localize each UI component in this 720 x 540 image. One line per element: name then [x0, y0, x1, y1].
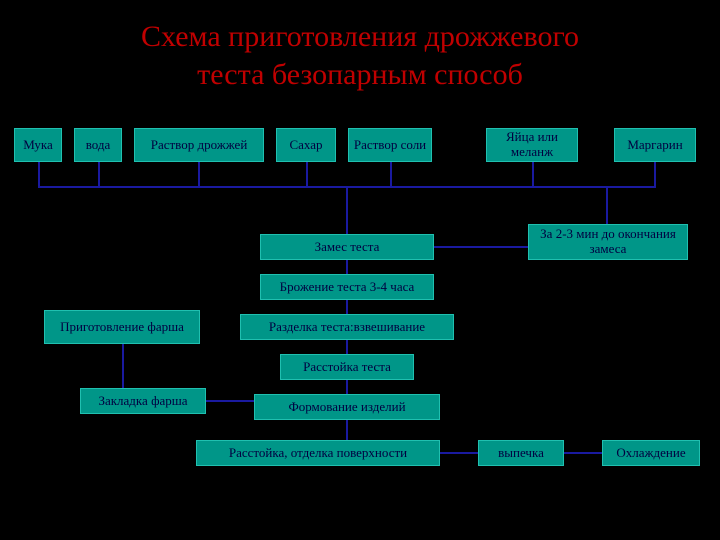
connector — [440, 452, 478, 454]
node-yeast: Раствор дрожжей — [134, 128, 264, 162]
node-sugar: Сахар — [276, 128, 336, 162]
connector — [390, 162, 392, 186]
connector — [346, 340, 348, 354]
connector — [346, 188, 348, 234]
node-bake: выпечка — [478, 440, 564, 466]
connector — [98, 162, 100, 186]
connector — [346, 420, 348, 440]
connector — [122, 344, 124, 388]
connector — [654, 162, 656, 186]
node-ferment: Брожение теста 3-4 часа — [260, 274, 434, 300]
node-flour: Мука — [14, 128, 62, 162]
node-margarine: Маргарин — [614, 128, 696, 162]
node-cool: Охлаждение — [602, 440, 700, 466]
connector — [564, 452, 602, 454]
node-form: Формование изделий — [254, 394, 440, 420]
node-eggs: Яйца или меланж — [486, 128, 578, 162]
connector — [346, 380, 348, 394]
node-cut: Разделка теста:взвешивание — [240, 314, 454, 340]
title-line-1: Схема приготовления дрожжевого — [141, 20, 579, 53]
connector — [532, 162, 534, 186]
title-line-2: теста безопарным способ — [197, 58, 523, 91]
node-lay: Закладка фарша — [80, 388, 206, 414]
connector — [306, 162, 308, 186]
connector — [206, 400, 254, 402]
node-farsh: Приготовление фарша — [44, 310, 200, 344]
connector — [346, 260, 348, 274]
node-salt: Раствор соли — [348, 128, 432, 162]
node-proof2: Расстойка, отделка поверхности — [196, 440, 440, 466]
connector — [198, 162, 200, 186]
node-proof1: Расстойка теста — [280, 354, 414, 380]
diagram-title: Схема приготовления дрожжевого теста без… — [0, 0, 720, 93]
connector — [346, 300, 348, 314]
connector — [434, 246, 528, 248]
connector — [38, 162, 40, 186]
node-knead: Замес теста — [260, 234, 434, 260]
connector — [606, 188, 608, 224]
node-timing: За 2-3 мин до окончания замеса — [528, 224, 688, 260]
node-water: вода — [74, 128, 122, 162]
